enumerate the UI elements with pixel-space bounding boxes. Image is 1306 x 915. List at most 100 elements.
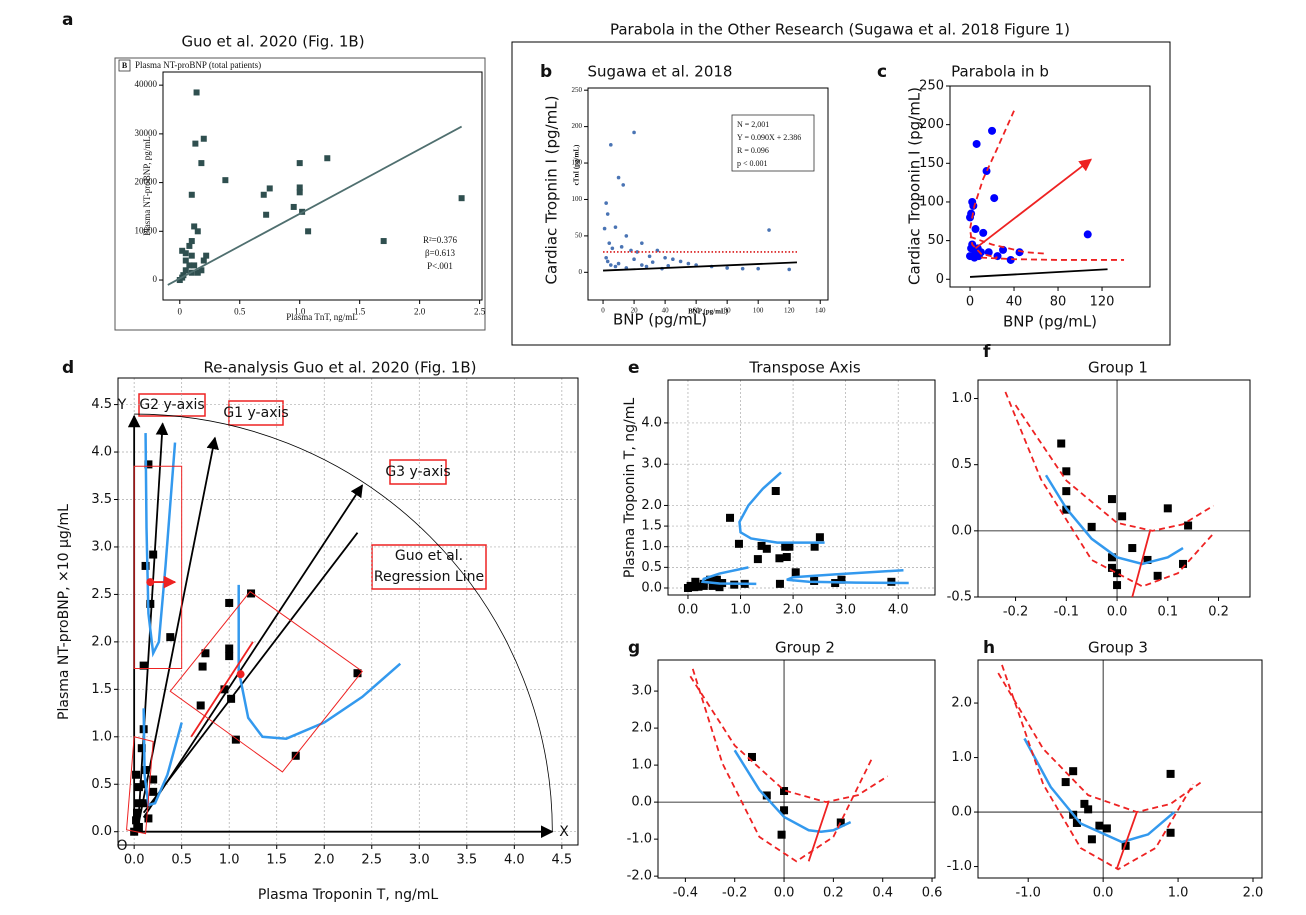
- x-tick-label: 140: [815, 307, 826, 315]
- data-point: [782, 553, 791, 562]
- x-tick-label: 4.0: [888, 603, 909, 618]
- data-point: [191, 262, 198, 269]
- annotation: G1 y-axis: [223, 405, 288, 421]
- data-point: [967, 209, 976, 218]
- data-point: [225, 598, 234, 607]
- line: [997, 672, 1202, 813]
- arrow: [138, 422, 169, 813]
- y-tick-label: 0: [936, 272, 944, 287]
- data-point: [762, 544, 771, 553]
- group-title: Parabola in the Other Research (Sugawa e…: [610, 21, 1070, 39]
- panel-letter: a: [62, 10, 73, 30]
- image-frame: [114, 57, 486, 331]
- x-tick-label: 80: [724, 307, 732, 315]
- x-tick-label: -1.0: [1016, 886, 1041, 901]
- data-point: [640, 241, 644, 245]
- x-tick-label: 100: [753, 307, 764, 315]
- data-point: [1153, 571, 1162, 580]
- data-point: [613, 225, 618, 229]
- chart-title: Group 1: [1088, 359, 1148, 377]
- x-tick-label: 0.1: [1157, 605, 1178, 620]
- data-point: [144, 460, 153, 469]
- data-point: [757, 541, 766, 550]
- line: [1001, 664, 1194, 871]
- chart-title: Transpose Axis: [748, 359, 860, 377]
- x-tick-label: 1.0: [294, 306, 306, 316]
- chart-title: Re-analysis Guo et al. 2020 (Fig. 1B): [204, 359, 477, 377]
- data-point: [619, 245, 624, 249]
- x-tick-label: 0.0: [1093, 886, 1114, 901]
- annotation: Y: [117, 397, 127, 413]
- data-point: [767, 228, 771, 232]
- x-tick-label: 3.5: [456, 853, 477, 868]
- data-point: [1069, 767, 1078, 776]
- data-point: [1095, 821, 1104, 830]
- data-point: [982, 167, 991, 176]
- x-tick-label: 2.0: [1243, 886, 1264, 901]
- plot-frame: [117, 377, 579, 846]
- data-point: [180, 272, 187, 279]
- line: [969, 268, 1108, 278]
- data-point: [200, 257, 207, 264]
- label-box: [228, 400, 284, 426]
- data-point: [192, 140, 199, 147]
- line: [167, 125, 463, 286]
- data-point: [134, 822, 143, 831]
- data-point: [139, 661, 148, 670]
- annotation: R = 0.096: [737, 146, 769, 155]
- data-point: [188, 252, 195, 259]
- data-point: [609, 143, 613, 147]
- panel: 0.0 1.0 2.0 3.0 4.0 0.0 0.5 1.0 1.5 2.0 3.0 4.0 e Tra…: [622, 358, 936, 618]
- x-tick-label: 0.0: [774, 886, 795, 901]
- data-point: [1080, 799, 1089, 808]
- data-point: [610, 246, 615, 251]
- panel: 0 40 80 120 0 50 100 150 200 250 c Parabola in b Car…: [877, 62, 1151, 331]
- y-axis-label: Plasma NT-proBNP, ×10 μg/mL: [56, 504, 72, 720]
- y-tick-label: 3.0: [631, 684, 652, 699]
- data-point: [604, 255, 608, 260]
- data-point: [747, 752, 756, 761]
- outline: [169, 590, 363, 773]
- y-tick-label: 0: [153, 274, 158, 284]
- data-point: [222, 177, 229, 184]
- data-point: [139, 799, 148, 808]
- annotation: O: [116, 838, 127, 854]
- data-point: [247, 589, 256, 598]
- x-axis-label: Plasma TnT, ng/mL: [286, 312, 357, 322]
- data-point: [139, 780, 148, 789]
- data-point: [186, 242, 193, 249]
- data-point: [1087, 522, 1096, 531]
- header-label: B: [122, 61, 128, 70]
- x-tick-label: -0.2: [1003, 605, 1028, 620]
- annotation: X: [559, 824, 569, 840]
- data-point: [1118, 512, 1127, 521]
- line: [1115, 811, 1138, 870]
- data-point: [837, 575, 846, 584]
- outline: [133, 465, 183, 669]
- annotation: Guo et al.: [395, 548, 463, 564]
- data-point: [132, 770, 141, 779]
- data-point: [225, 652, 234, 661]
- data-point: [1006, 255, 1015, 264]
- line: [1023, 737, 1176, 844]
- data-point: [141, 561, 150, 570]
- panel-letter: g: [628, 638, 640, 658]
- data-point: [1015, 248, 1024, 257]
- x-tick-label: 0.6: [922, 886, 943, 901]
- data-point: [137, 744, 146, 753]
- y-axis-label: Plasma NT-proBNP, pg/mL: [142, 136, 152, 235]
- data-point: [624, 234, 629, 238]
- outline: [126, 736, 154, 835]
- data-point: [201, 649, 210, 658]
- y-tick-label: 50: [927, 233, 944, 248]
- panel-letter: e: [628, 358, 640, 378]
- data-point: [605, 212, 610, 216]
- data-point: [146, 599, 155, 608]
- y-tick-label: 3.0: [641, 457, 662, 472]
- data-point: [324, 155, 331, 162]
- line: [237, 584, 402, 740]
- x-tick-label: 0: [966, 295, 974, 310]
- data-point: [225, 644, 234, 653]
- x-tick-label: 2.0: [414, 306, 426, 316]
- data-point: [791, 568, 800, 577]
